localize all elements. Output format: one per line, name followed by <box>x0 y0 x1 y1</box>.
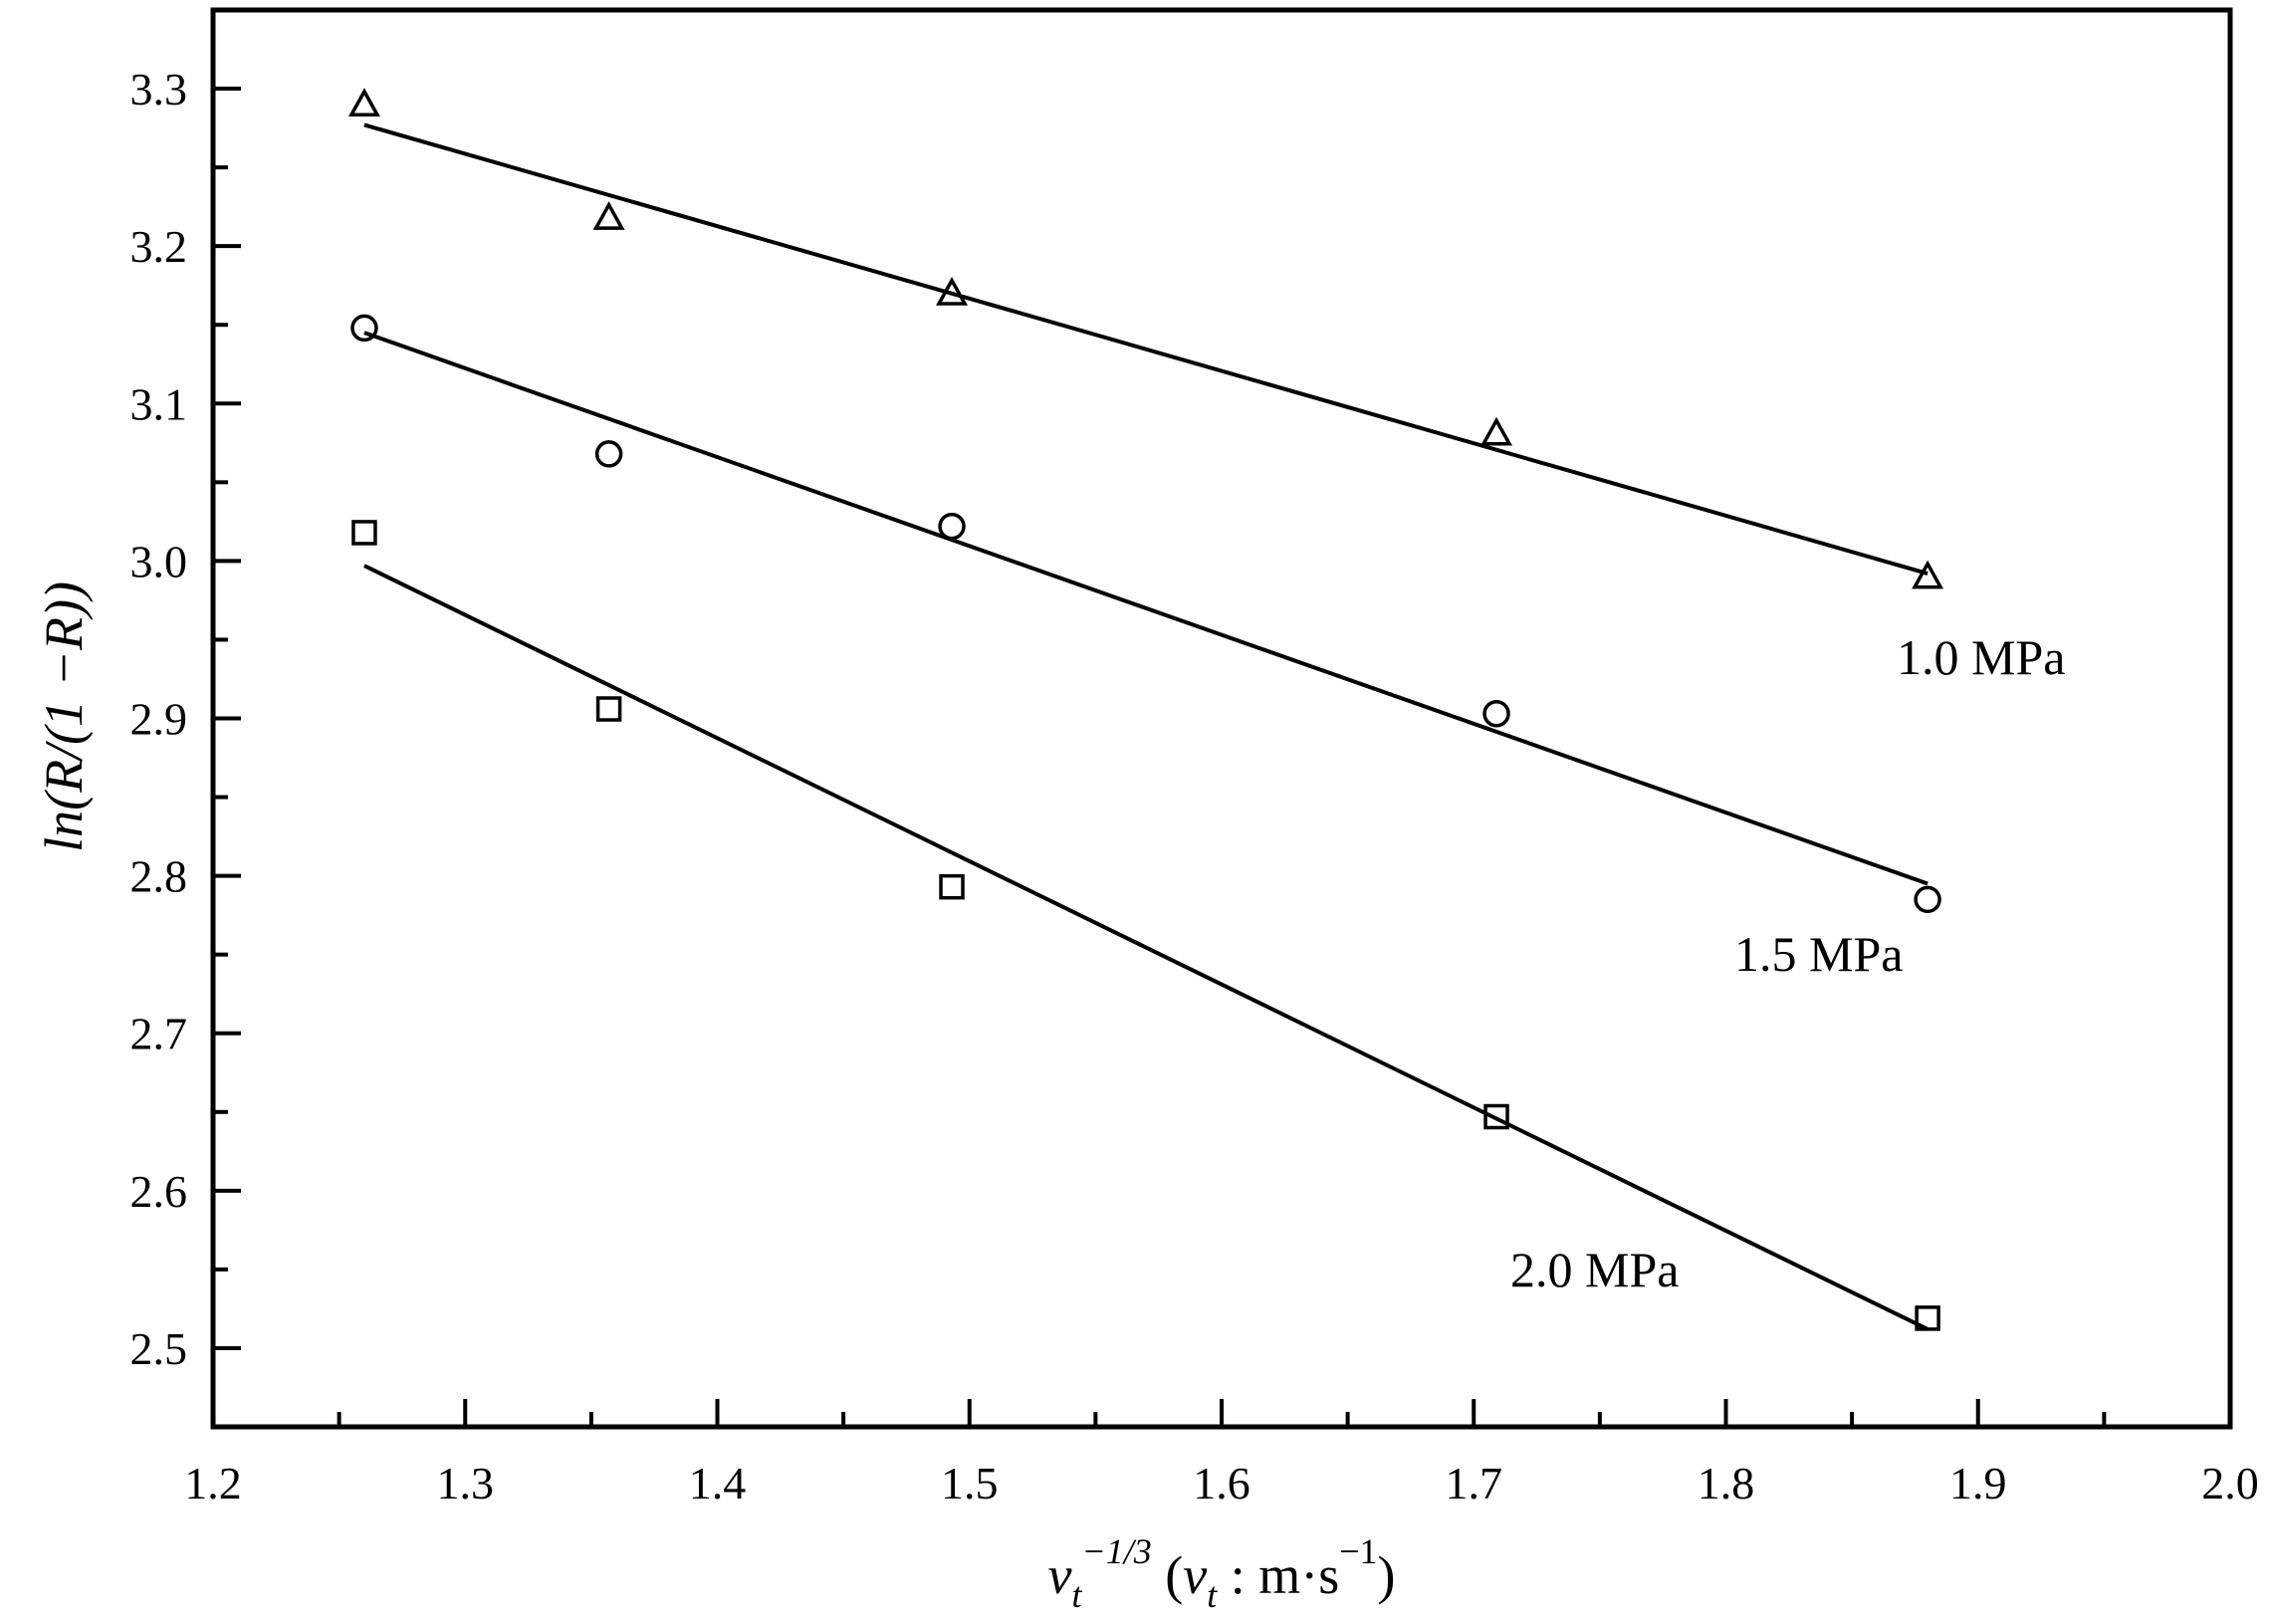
y-tick-label: 3.2 <box>130 221 188 272</box>
y-tick-label: 2.9 <box>130 694 188 745</box>
x-tick-label: 1.6 <box>1193 1458 1250 1508</box>
y-tick-label: 3.1 <box>130 378 188 429</box>
square-marker <box>1483 1103 1509 1130</box>
fit-line <box>363 331 1929 886</box>
fit-lines <box>363 122 1929 1331</box>
y-axis-title: ln(R/(1 −R)) <box>34 581 94 852</box>
y-tick-label: 2.5 <box>130 1323 188 1374</box>
x-tick-label: 1.4 <box>689 1458 747 1508</box>
triangle-marker <box>1480 416 1513 446</box>
x-tick-label: 1.5 <box>941 1458 999 1508</box>
x-tick-label: 1.7 <box>1446 1458 1503 1508</box>
circle-marker <box>594 440 623 468</box>
series-label: 1.0 MPa <box>1897 629 2065 685</box>
y-tick-labels: 2.5 2.6 2.7 2.8 2.9 3.0 3.1 3.2 3.3 <box>130 64 188 1374</box>
x-tick-label: 1.3 <box>437 1458 495 1508</box>
x-axis-title: vt−1/3 (vt : m·s−1) <box>1047 1531 1395 1615</box>
y-tick-label: 2.6 <box>130 1166 188 1217</box>
circle-marker <box>938 512 966 541</box>
x-tick-label: 1.9 <box>1949 1458 2007 1508</box>
y-tick-label: 3.0 <box>130 536 188 586</box>
square-marker <box>595 696 622 722</box>
circle-marker <box>350 314 378 343</box>
square-marker <box>351 520 377 546</box>
x-tick-labels: 1.2 1.3 1.4 1.5 1.6 1.7 1.8 1.9 2.0 <box>184 1458 2259 1508</box>
circle-marker <box>1482 700 1510 728</box>
series-label: 1.5 MPa <box>1734 926 1903 982</box>
square-marker <box>1915 1305 1940 1331</box>
plot-frame <box>210 7 2233 1430</box>
triangle-marker <box>347 88 380 117</box>
triangle-marker <box>592 201 625 230</box>
fit-line <box>363 122 1929 576</box>
y-tick-label: 2.8 <box>130 851 188 902</box>
circle-marker <box>1914 885 1941 914</box>
y-tick-label: 2.7 <box>130 1009 188 1059</box>
axis-ticks <box>211 8 2232 1429</box>
triangle-marker <box>936 276 968 306</box>
triangle-marker <box>1912 560 1944 589</box>
series-label: 2.0 MPa <box>1510 1242 1679 1297</box>
fit-line <box>363 564 1929 1331</box>
series-labels: 1.0 MPa 1.5 MPa 2.0 MPa <box>1510 629 2065 1297</box>
data-points <box>347 88 1944 1331</box>
y-tick-label: 3.3 <box>130 64 188 115</box>
x-tick-label: 2.0 <box>2201 1458 2259 1508</box>
x-tick-label: 1.8 <box>1698 1458 1755 1508</box>
x-tick-label: 1.2 <box>184 1458 242 1508</box>
square-marker <box>939 873 965 900</box>
